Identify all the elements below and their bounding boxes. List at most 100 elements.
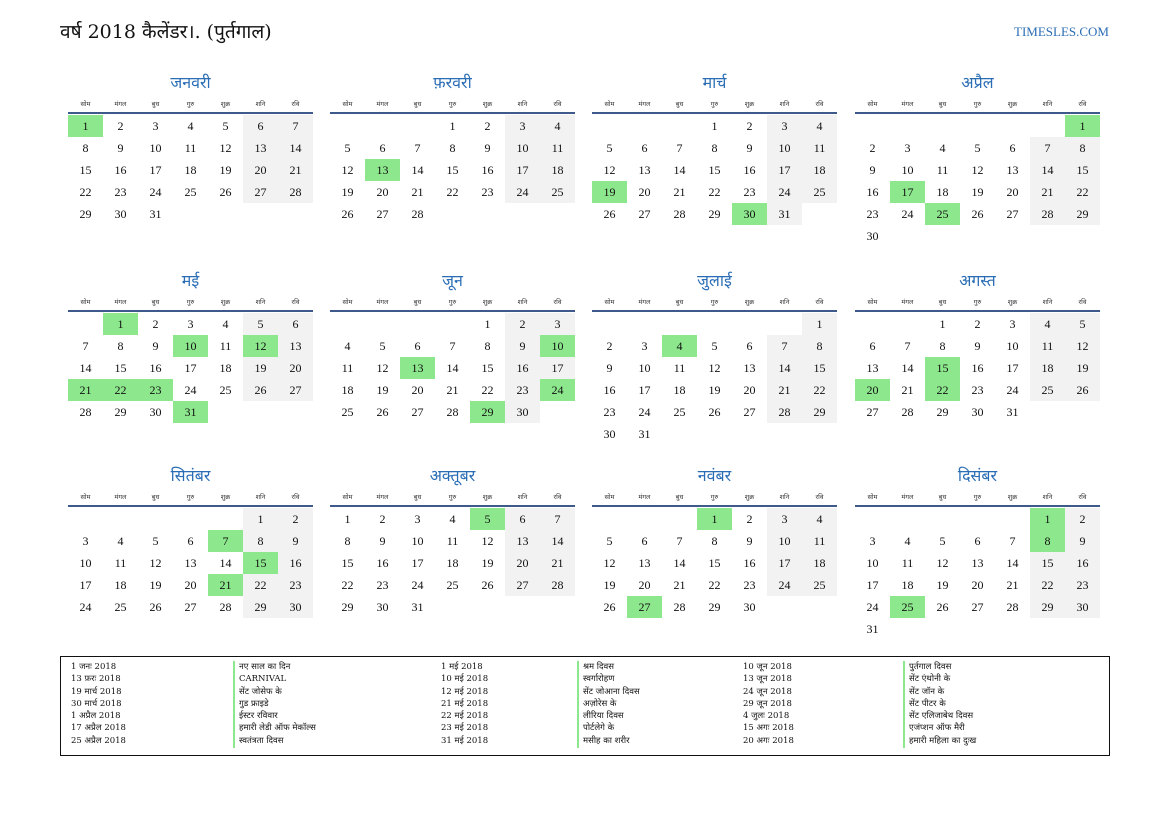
weekday-label: शुक्र (1007, 493, 1018, 501)
holiday-day-cell: 21 (68, 379, 103, 401)
day-cell: 23 (376, 578, 389, 592)
day-cell: 23 (114, 185, 127, 199)
day-cell: 8 (1065, 137, 1100, 159)
day-grid: 1 2 3 4 5 6 7 8 9 10 11 12 13 14 15 16 17 18 19 20 21 22 23 24 2… (592, 115, 837, 225)
weekday-label: बुध (413, 100, 422, 108)
day-cell: 28 (767, 401, 802, 423)
day-cell: 7 (540, 508, 575, 530)
holiday-day-cell: 20 (855, 379, 890, 401)
day-cell: 31 (149, 207, 162, 221)
holiday-name-column: श्रम दिवस स्वर्गारोहण सेंट जोआना दिवस अज़ोर… (583, 661, 640, 747)
weekday-label: सोम (867, 493, 878, 501)
day-cell: 16 (114, 163, 127, 177)
holiday-day-cell: 1 (68, 115, 103, 137)
holiday-day-cell: 13 (400, 357, 435, 379)
site-link[interactable]: TIMESLES.COM (1014, 24, 1109, 39)
day-cell: 26 (1065, 379, 1100, 401)
day-cell: 14 (446, 361, 459, 375)
weekday-label: शनि (1042, 493, 1053, 501)
holiday-day-cell: 1 (1065, 115, 1100, 137)
weekday-label: रवि (553, 493, 562, 501)
day-cell: 30 (603, 427, 616, 441)
day-cell: 24 (149, 185, 162, 199)
day-cell: 26 (219, 185, 232, 199)
day-cell: 12 (708, 361, 721, 375)
holiday-marker-bar (233, 661, 235, 748)
day-cell: 6 (1009, 141, 1016, 155)
day-cell: 28 (278, 181, 313, 203)
empty-cell (365, 115, 400, 137)
weekday-label: सोम (342, 493, 353, 501)
day-cell: 14 (540, 530, 575, 552)
month-name: नवंबर (697, 466, 732, 485)
empty-cell (925, 508, 960, 530)
weekday-header: सोम मंगल बुध गुरु शुक्र शनि रवि (330, 489, 575, 507)
day-cell: 27 (1006, 207, 1019, 221)
weekday-header: सोम मंगल बुध गुरु शुक्र शनि रवि (855, 489, 1100, 507)
day-cell: 7 (767, 335, 802, 357)
day-cell: 31 (411, 600, 424, 614)
day-cell: 2 (1065, 508, 1100, 530)
day-cell: 18 (219, 361, 232, 375)
weekday-label: रवि (815, 493, 824, 501)
weekday-label: शुक्र (482, 298, 493, 306)
holiday-date: 25 अप्रैल 2018 (71, 735, 126, 746)
weekday-label: शनि (779, 100, 790, 108)
day-cell: 14 (1006, 556, 1019, 570)
holiday-name: पुर्तगाल दिवस (909, 662, 952, 672)
day-cell: 2 (505, 313, 540, 335)
weekday-header: सोम मंगल बुध गुरु शुक्र शनि रवि (68, 96, 313, 114)
day-cell: 13 (1006, 163, 1019, 177)
holiday-day-cell: 22 (925, 379, 960, 401)
day-cell: 19 (376, 383, 389, 397)
day-cell: 23 (481, 185, 494, 199)
holiday-date: 1 अप्रैल 2018 (71, 711, 121, 722)
empty-cell (435, 313, 470, 335)
holiday-name: एजंप्शन ऑफ मैरी (909, 723, 965, 734)
month-calendar: दिसंबर सोम मंगल बुध गुरु शुक्र शनि रवि 1 2 3 4 5 6 7 8 9… (855, 465, 1100, 640)
weekday-label: गुरु (710, 100, 719, 108)
day-cell: 4 (344, 339, 351, 353)
weekday-header: सोम मंगल बुध गुरु शुक्र शनि रवि (68, 489, 313, 507)
empty-cell (365, 313, 400, 335)
day-cell: 26 (341, 207, 354, 221)
day-cell: 27 (243, 181, 278, 203)
day-cell: 29 (1030, 596, 1065, 618)
day-cell: 8 (449, 141, 456, 155)
weekday-label: रवि (815, 100, 824, 108)
day-cell: 5 (974, 141, 981, 155)
day-cell: 7 (1030, 137, 1065, 159)
day-cell: 12 (1065, 335, 1100, 357)
day-cell: 10 (638, 361, 651, 375)
weekday-label: बुध (151, 100, 160, 108)
holiday-date: 1 जनः 2018 (71, 662, 117, 672)
day-cell: 5 (711, 339, 718, 353)
weekday-label: शनि (517, 100, 528, 108)
empty-cell (627, 508, 662, 530)
weekday-label: सोम (80, 493, 91, 501)
day-cell: 20 (184, 578, 197, 592)
day-cell: 18 (114, 578, 127, 592)
holiday-day-cell: 15 (925, 357, 960, 379)
day-cell: 15 (708, 163, 721, 177)
day-cell: 10 (767, 530, 802, 552)
day-cell: 16 (971, 361, 984, 375)
day-grid: 1 2 3 4 5 6 7 8 9 10 11 12 13 14 15 16 17 18 19 20 21 22 23 24 2… (330, 313, 575, 423)
day-cell: 3 (152, 119, 159, 133)
day-cell: 17 (767, 159, 802, 181)
day-cell: 14 (901, 361, 914, 375)
day-cell: 14 (767, 357, 802, 379)
day-cell: 23 (971, 383, 984, 397)
day-cell: 25 (673, 405, 686, 419)
weekday-label: बुध (675, 493, 684, 501)
day-cell: 31 (1006, 405, 1019, 419)
month-name: जून (442, 271, 463, 290)
weekday-header: सोम मंगल बुध गुरु शुक्र शनि रवि (330, 96, 575, 114)
day-cell: 17 (79, 578, 92, 592)
day-cell: 29 (114, 405, 127, 419)
day-cell: 11 (1030, 335, 1065, 357)
day-cell: 9 (152, 339, 159, 353)
day-cell: 2 (746, 119, 753, 133)
weekday-label: सोम (604, 100, 615, 108)
weekday-label: सोम (604, 493, 615, 501)
